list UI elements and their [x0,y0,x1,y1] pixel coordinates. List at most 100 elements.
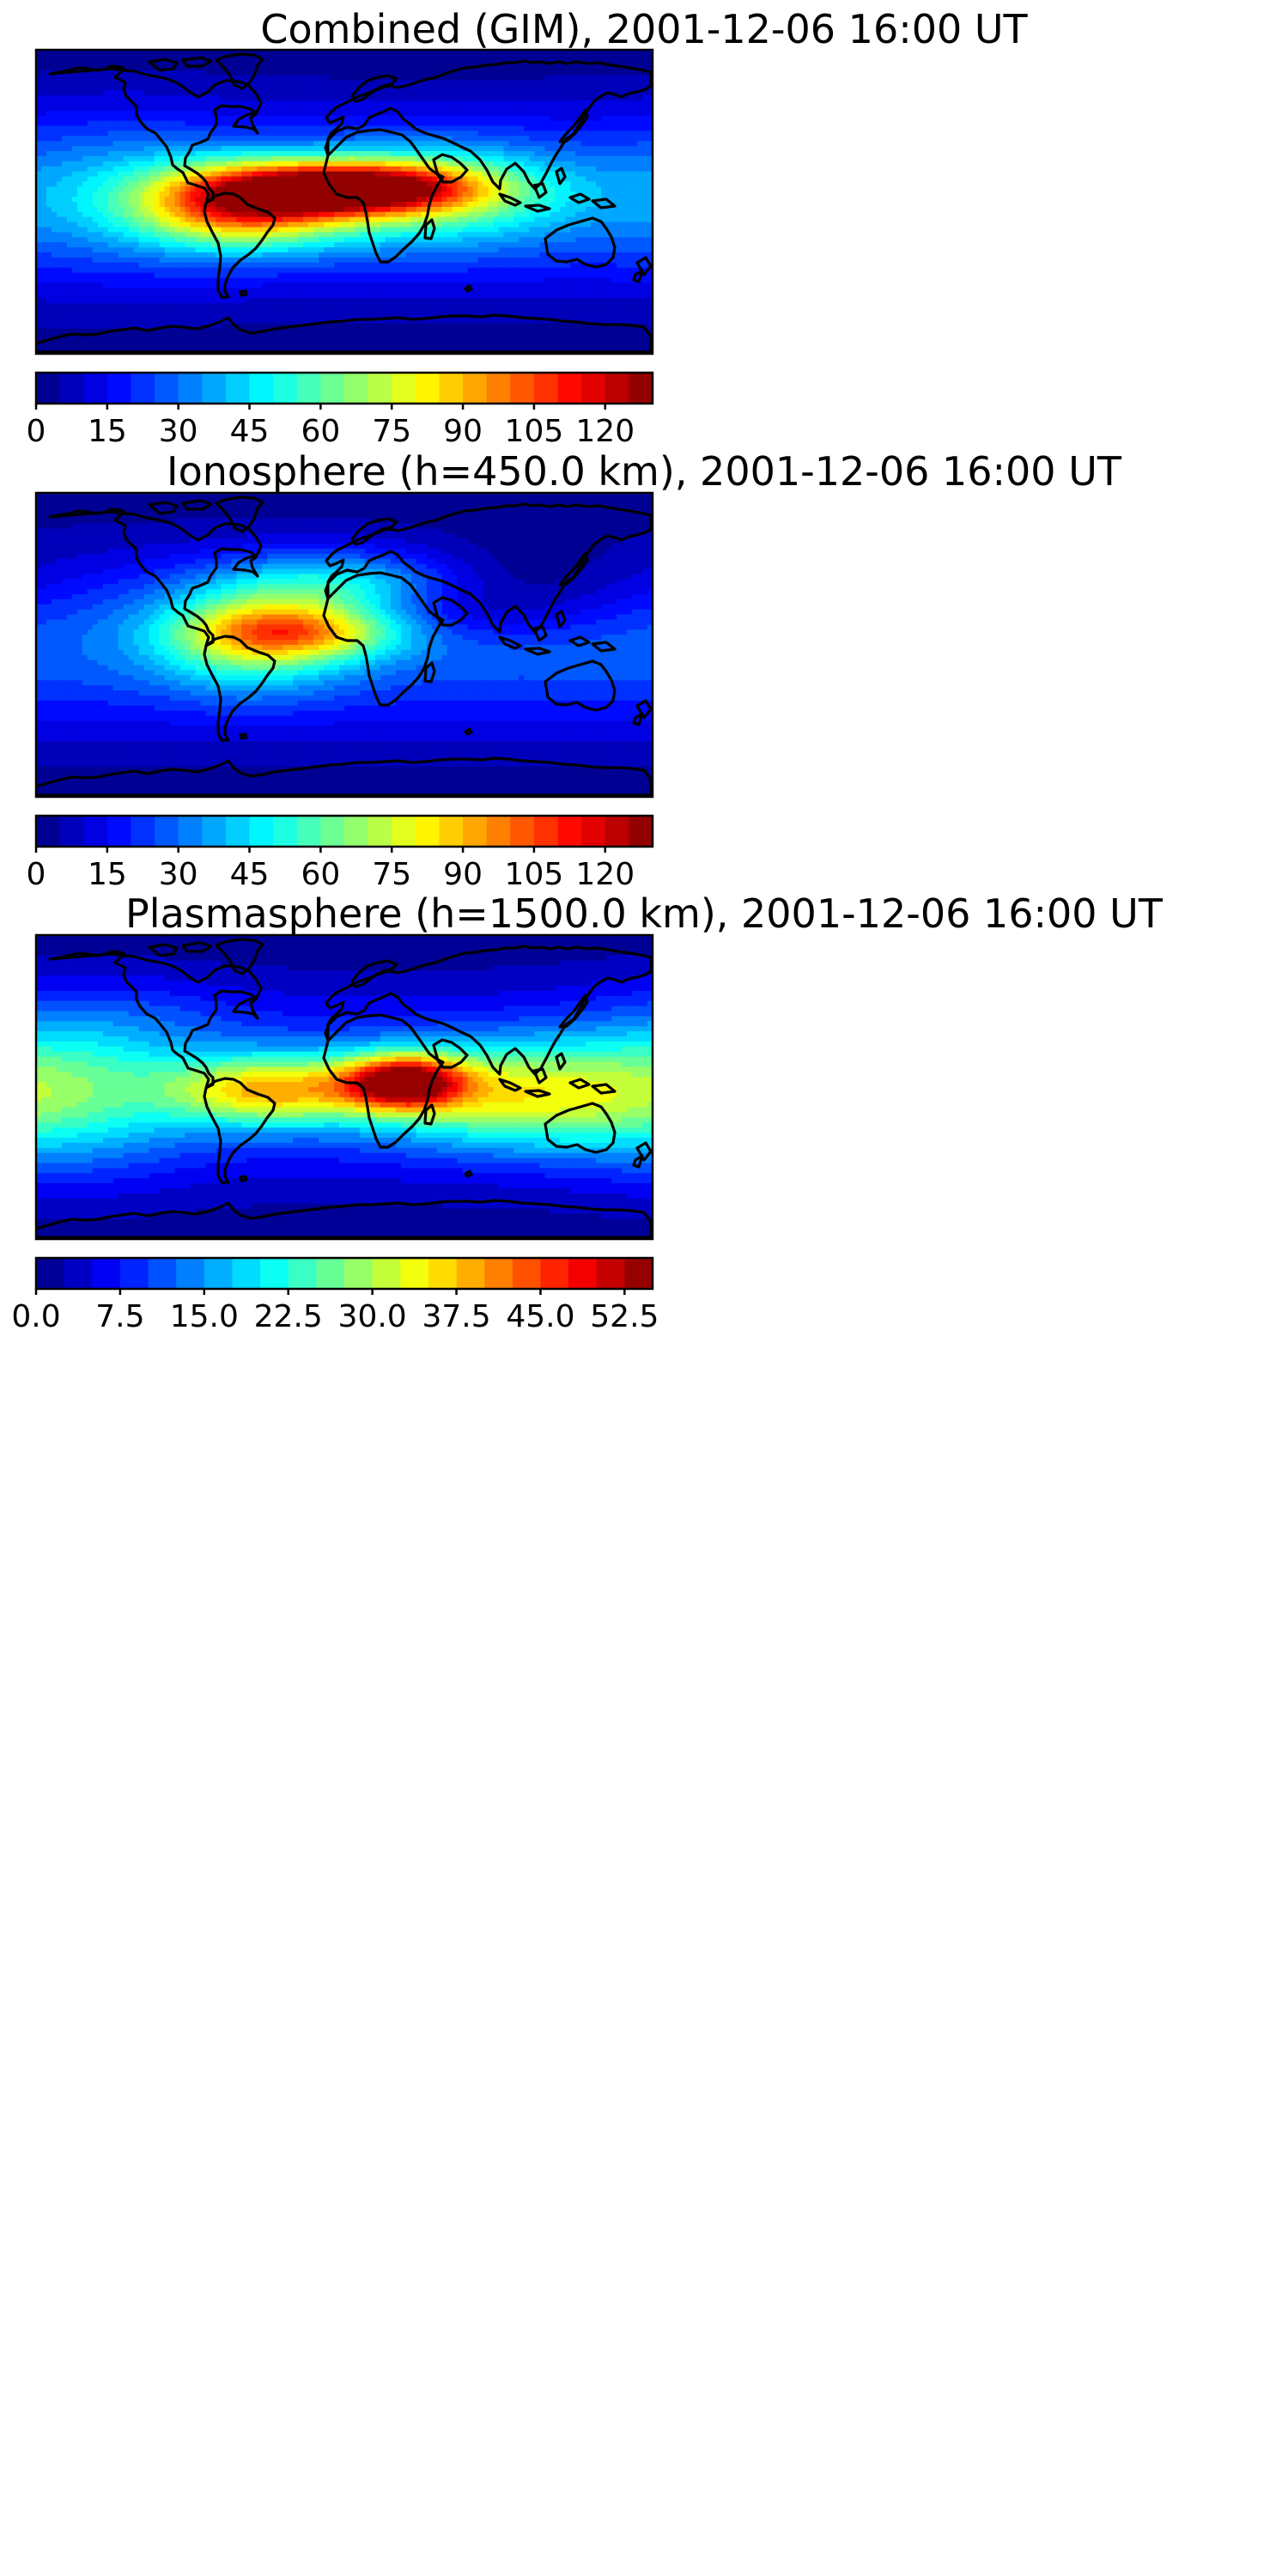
map-cell [82,151,88,157]
map-cell [467,54,474,61]
map-cell [374,54,381,61]
map-cell [36,120,42,127]
map-cell [611,115,617,122]
map-cell [107,237,114,243]
map-cell [262,131,268,137]
map-cell [503,95,510,101]
map-cell [46,206,52,213]
map-cell [642,232,648,238]
map-cell [195,115,202,122]
map-cell [503,211,510,218]
map-cell [97,171,104,178]
map-cell [405,90,412,96]
map-cell [560,50,566,56]
map-cell [133,232,140,238]
map-cell [622,100,628,106]
map-cell [169,186,176,192]
map-cell [298,252,304,258]
map-cell [637,161,643,167]
map-cell [133,237,140,243]
map-cell [61,80,68,86]
map-cell [575,211,581,218]
map-cell [293,155,299,162]
map-cell [591,120,597,127]
map-cell [66,186,73,192]
map-cell [66,247,73,253]
map-cell [236,95,242,101]
map-cell [210,247,217,253]
map-cell [169,105,176,112]
map-cell [380,206,386,213]
map-cell [575,146,581,152]
map-cell [488,227,495,233]
map-cell [447,95,453,101]
map-cell [447,151,453,157]
map-cell [308,171,314,178]
map-cell [534,197,540,203]
map-cell [575,247,581,253]
map-cell [498,222,505,228]
map-cell [179,242,186,248]
map-cell [293,222,299,228]
map-cell [277,161,283,167]
map-cell [190,120,197,127]
map-cell [508,155,515,162]
map-cell [385,155,392,162]
map-cell [293,206,299,213]
map-cell [36,131,42,137]
map-cell [395,257,402,264]
map-cell [313,95,319,101]
map-cell [66,211,73,218]
map-cell [102,155,109,162]
map-cell [359,181,366,187]
map-cell [76,75,83,81]
map-cell [421,115,428,122]
map-cell [452,100,459,106]
map-cell [179,105,186,112]
map-cell [272,110,278,117]
map-cell [622,105,628,112]
map-cell [252,136,258,142]
map-cell [92,136,99,142]
map-cell [164,202,171,208]
map-cell [524,216,530,223]
map-cell [262,257,268,264]
map-cell [426,54,433,61]
map-cell [40,141,47,147]
map-cell [472,242,479,248]
map-cell [164,54,171,61]
map-cell [601,176,607,182]
map-cell [359,85,366,91]
map-cell [395,90,402,96]
map-cell [472,211,479,218]
map-cell [334,186,340,192]
map-cell [51,75,58,81]
map-cell [591,50,597,56]
map-cell [190,206,197,213]
map-cell [46,125,52,131]
map-cell [226,54,232,61]
map-cell [334,155,340,162]
map-cell [303,136,309,142]
map-cell [410,64,417,71]
map-cell [236,252,242,258]
map-cell [555,125,561,131]
map-cell [76,54,83,61]
map-cell [159,115,166,122]
map-cell [190,222,197,228]
map-cell [349,222,355,228]
map-cell [503,155,510,162]
map-cell [303,155,309,162]
map-cell [118,75,125,81]
map-cell [159,141,166,147]
map-cell [513,125,520,131]
map-cell [637,222,643,228]
map-cell [385,161,392,167]
map-cell [76,237,83,243]
map-cell [627,227,633,233]
map-cell [82,232,88,238]
map-cell [123,197,130,203]
map-cell [405,105,412,112]
map-cell [128,186,135,192]
map-cell [252,237,258,243]
